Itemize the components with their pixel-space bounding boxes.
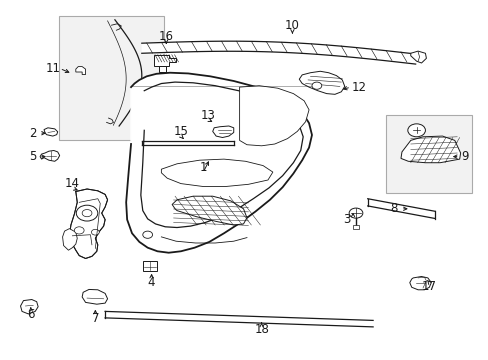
Text: 6: 6 bbox=[27, 309, 35, 321]
Polygon shape bbox=[44, 128, 58, 136]
Polygon shape bbox=[82, 289, 107, 304]
Circle shape bbox=[91, 229, 99, 235]
Text: 15: 15 bbox=[173, 125, 188, 138]
Circle shape bbox=[348, 208, 362, 218]
Text: 5: 5 bbox=[29, 150, 37, 163]
Polygon shape bbox=[299, 71, 344, 94]
Text: 13: 13 bbox=[200, 109, 215, 122]
Bar bbox=[142, 261, 157, 271]
Polygon shape bbox=[154, 55, 176, 66]
Text: 17: 17 bbox=[421, 280, 436, 293]
Circle shape bbox=[407, 124, 425, 137]
Text: 2: 2 bbox=[29, 127, 37, 140]
Polygon shape bbox=[172, 196, 246, 225]
Polygon shape bbox=[161, 159, 272, 186]
Polygon shape bbox=[400, 136, 460, 163]
Circle shape bbox=[76, 205, 98, 221]
Text: 12: 12 bbox=[351, 81, 366, 94]
Polygon shape bbox=[62, 229, 77, 250]
Polygon shape bbox=[410, 51, 426, 63]
Text: 9: 9 bbox=[460, 150, 468, 163]
Text: 4: 4 bbox=[147, 276, 155, 289]
Text: 10: 10 bbox=[285, 19, 299, 32]
Polygon shape bbox=[409, 276, 430, 290]
Polygon shape bbox=[212, 126, 233, 138]
Text: 7: 7 bbox=[91, 312, 99, 325]
Polygon shape bbox=[20, 300, 38, 314]
Polygon shape bbox=[159, 66, 166, 72]
Polygon shape bbox=[69, 189, 107, 258]
Text: 18: 18 bbox=[254, 323, 268, 336]
Polygon shape bbox=[126, 73, 311, 253]
Polygon shape bbox=[352, 225, 358, 229]
Text: 11: 11 bbox=[45, 62, 60, 75]
Polygon shape bbox=[40, 150, 60, 161]
Text: 1: 1 bbox=[199, 161, 206, 174]
Circle shape bbox=[142, 231, 152, 238]
Text: 16: 16 bbox=[159, 30, 173, 42]
Polygon shape bbox=[76, 67, 85, 75]
Bar bbox=[59, 16, 163, 140]
Circle shape bbox=[311, 82, 321, 89]
Circle shape bbox=[74, 227, 84, 234]
Circle shape bbox=[82, 210, 92, 217]
Text: 14: 14 bbox=[65, 177, 80, 190]
Text: 8: 8 bbox=[389, 202, 397, 215]
Polygon shape bbox=[239, 86, 308, 146]
Bar bbox=[386, 115, 471, 193]
Text: 3: 3 bbox=[343, 213, 350, 226]
